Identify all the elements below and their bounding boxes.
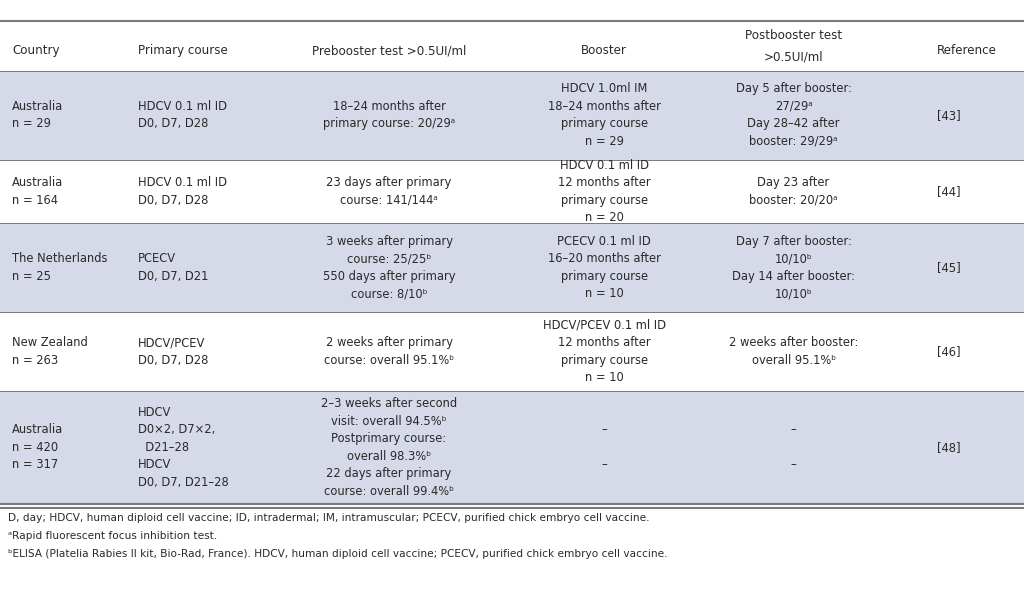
Text: 18–24 months after
primary course: 20/29ᵃ: 18–24 months after primary course: 20/29… (323, 100, 456, 130)
Text: Australia
n = 164: Australia n = 164 (12, 176, 63, 207)
Text: Australia
n = 29: Australia n = 29 (12, 100, 63, 130)
Text: –

–: – – (791, 423, 797, 472)
Text: 2 weeks after booster:
overall 95.1%ᵇ: 2 weeks after booster: overall 95.1%ᵇ (729, 336, 858, 367)
Text: [48]: [48] (937, 441, 961, 454)
Bar (0, 71, 1024, 160)
Text: Primary course: Primary course (138, 44, 228, 57)
Text: HDCV 0.1 ml ID
D0, D7, D28: HDCV 0.1 ml ID D0, D7, D28 (138, 176, 227, 207)
Text: New Zealand
n = 263: New Zealand n = 263 (12, 336, 88, 367)
Text: [43]: [43] (937, 109, 961, 122)
Text: Day 7 after booster:
10/10ᵇ
Day 14 after booster:
10/10ᵇ: Day 7 after booster: 10/10ᵇ Day 14 after… (732, 235, 855, 300)
Text: 2 weeks after primary
course: overall 95.1%ᵇ: 2 weeks after primary course: overall 95… (324, 336, 455, 367)
Bar (0, 223, 1024, 312)
Text: [44]: [44] (937, 185, 961, 198)
Text: PCECV
D0, D7, D21: PCECV D0, D7, D21 (138, 253, 209, 283)
Text: [46]: [46] (937, 345, 961, 358)
Text: HDCV/PCEV
D0, D7, D28: HDCV/PCEV D0, D7, D28 (138, 336, 209, 367)
Text: ᵇELISA (Platelia Rabies II kit, Bio-Rad, France). HDCV, human diploid cell vacci: ᵇELISA (Platelia Rabies II kit, Bio-Rad,… (8, 549, 668, 559)
Text: Day 5 after booster:
27/29ᵃ
Day 28–42 after
booster: 29/29ᵃ: Day 5 after booster: 27/29ᵃ Day 28–42 af… (735, 83, 852, 148)
Bar (0, 160, 1024, 223)
Text: HDCV 0.1 ml ID
D0, D7, D28: HDCV 0.1 ml ID D0, D7, D28 (138, 100, 227, 130)
Text: Postbooster test: Postbooster test (745, 30, 842, 42)
Text: HDCV 1.0ml IM
18–24 months after
primary course
n = 29: HDCV 1.0ml IM 18–24 months after primary… (548, 83, 660, 148)
Text: [45]: [45] (937, 261, 961, 274)
Bar (0, 391, 1024, 504)
Text: >0.5UI/ml: >0.5UI/ml (764, 50, 823, 63)
Text: The Netherlands
n = 25: The Netherlands n = 25 (12, 253, 108, 283)
Text: HDCV/PCEV 0.1 ml ID
12 months after
primary course
n = 10: HDCV/PCEV 0.1 ml ID 12 months after prim… (543, 319, 666, 384)
Text: D, day; HDCV, human diploid cell vaccine; ID, intradermal; IM, intramuscular; PC: D, day; HDCV, human diploid cell vaccine… (8, 513, 649, 523)
Text: Reference: Reference (937, 44, 996, 57)
Text: 23 days after primary
course: 141/144ᵃ: 23 days after primary course: 141/144ᵃ (327, 176, 452, 207)
Text: HDCV
D0×2, D7×2,
  D21–28
HDCV
D0, D7, D21–28: HDCV D0×2, D7×2, D21–28 HDCV D0, D7, D21… (138, 406, 229, 489)
Bar (0, 312, 1024, 391)
Text: Day 23 after
booster: 20/20ᵃ: Day 23 after booster: 20/20ᵃ (750, 176, 838, 207)
Text: –

–: – – (601, 423, 607, 472)
Text: 3 weeks after primary
course: 25/25ᵇ
550 days after primary
course: 8/10ᵇ: 3 weeks after primary course: 25/25ᵇ 550… (323, 235, 456, 300)
Text: Country: Country (12, 44, 59, 57)
Text: Booster: Booster (582, 44, 627, 57)
Text: 2–3 weeks after second
visit: overall 94.5%ᵇ
Postprimary course:
overall 98.3%ᵇ
: 2–3 weeks after second visit: overall 94… (322, 397, 457, 497)
Text: Prebooster test >0.5UI/ml: Prebooster test >0.5UI/ml (312, 44, 466, 57)
Text: HDCV 0.1 ml ID
12 months after
primary course
n = 20: HDCV 0.1 ml ID 12 months after primary c… (558, 159, 650, 224)
Text: ᵃRapid fluorescent focus inhibition test.: ᵃRapid fluorescent focus inhibition test… (8, 531, 217, 541)
Text: PCECV 0.1 ml ID
16–20 months after
primary course
n = 10: PCECV 0.1 ml ID 16–20 months after prima… (548, 235, 660, 300)
Text: Australia
n = 420
n = 317: Australia n = 420 n = 317 (12, 423, 63, 472)
